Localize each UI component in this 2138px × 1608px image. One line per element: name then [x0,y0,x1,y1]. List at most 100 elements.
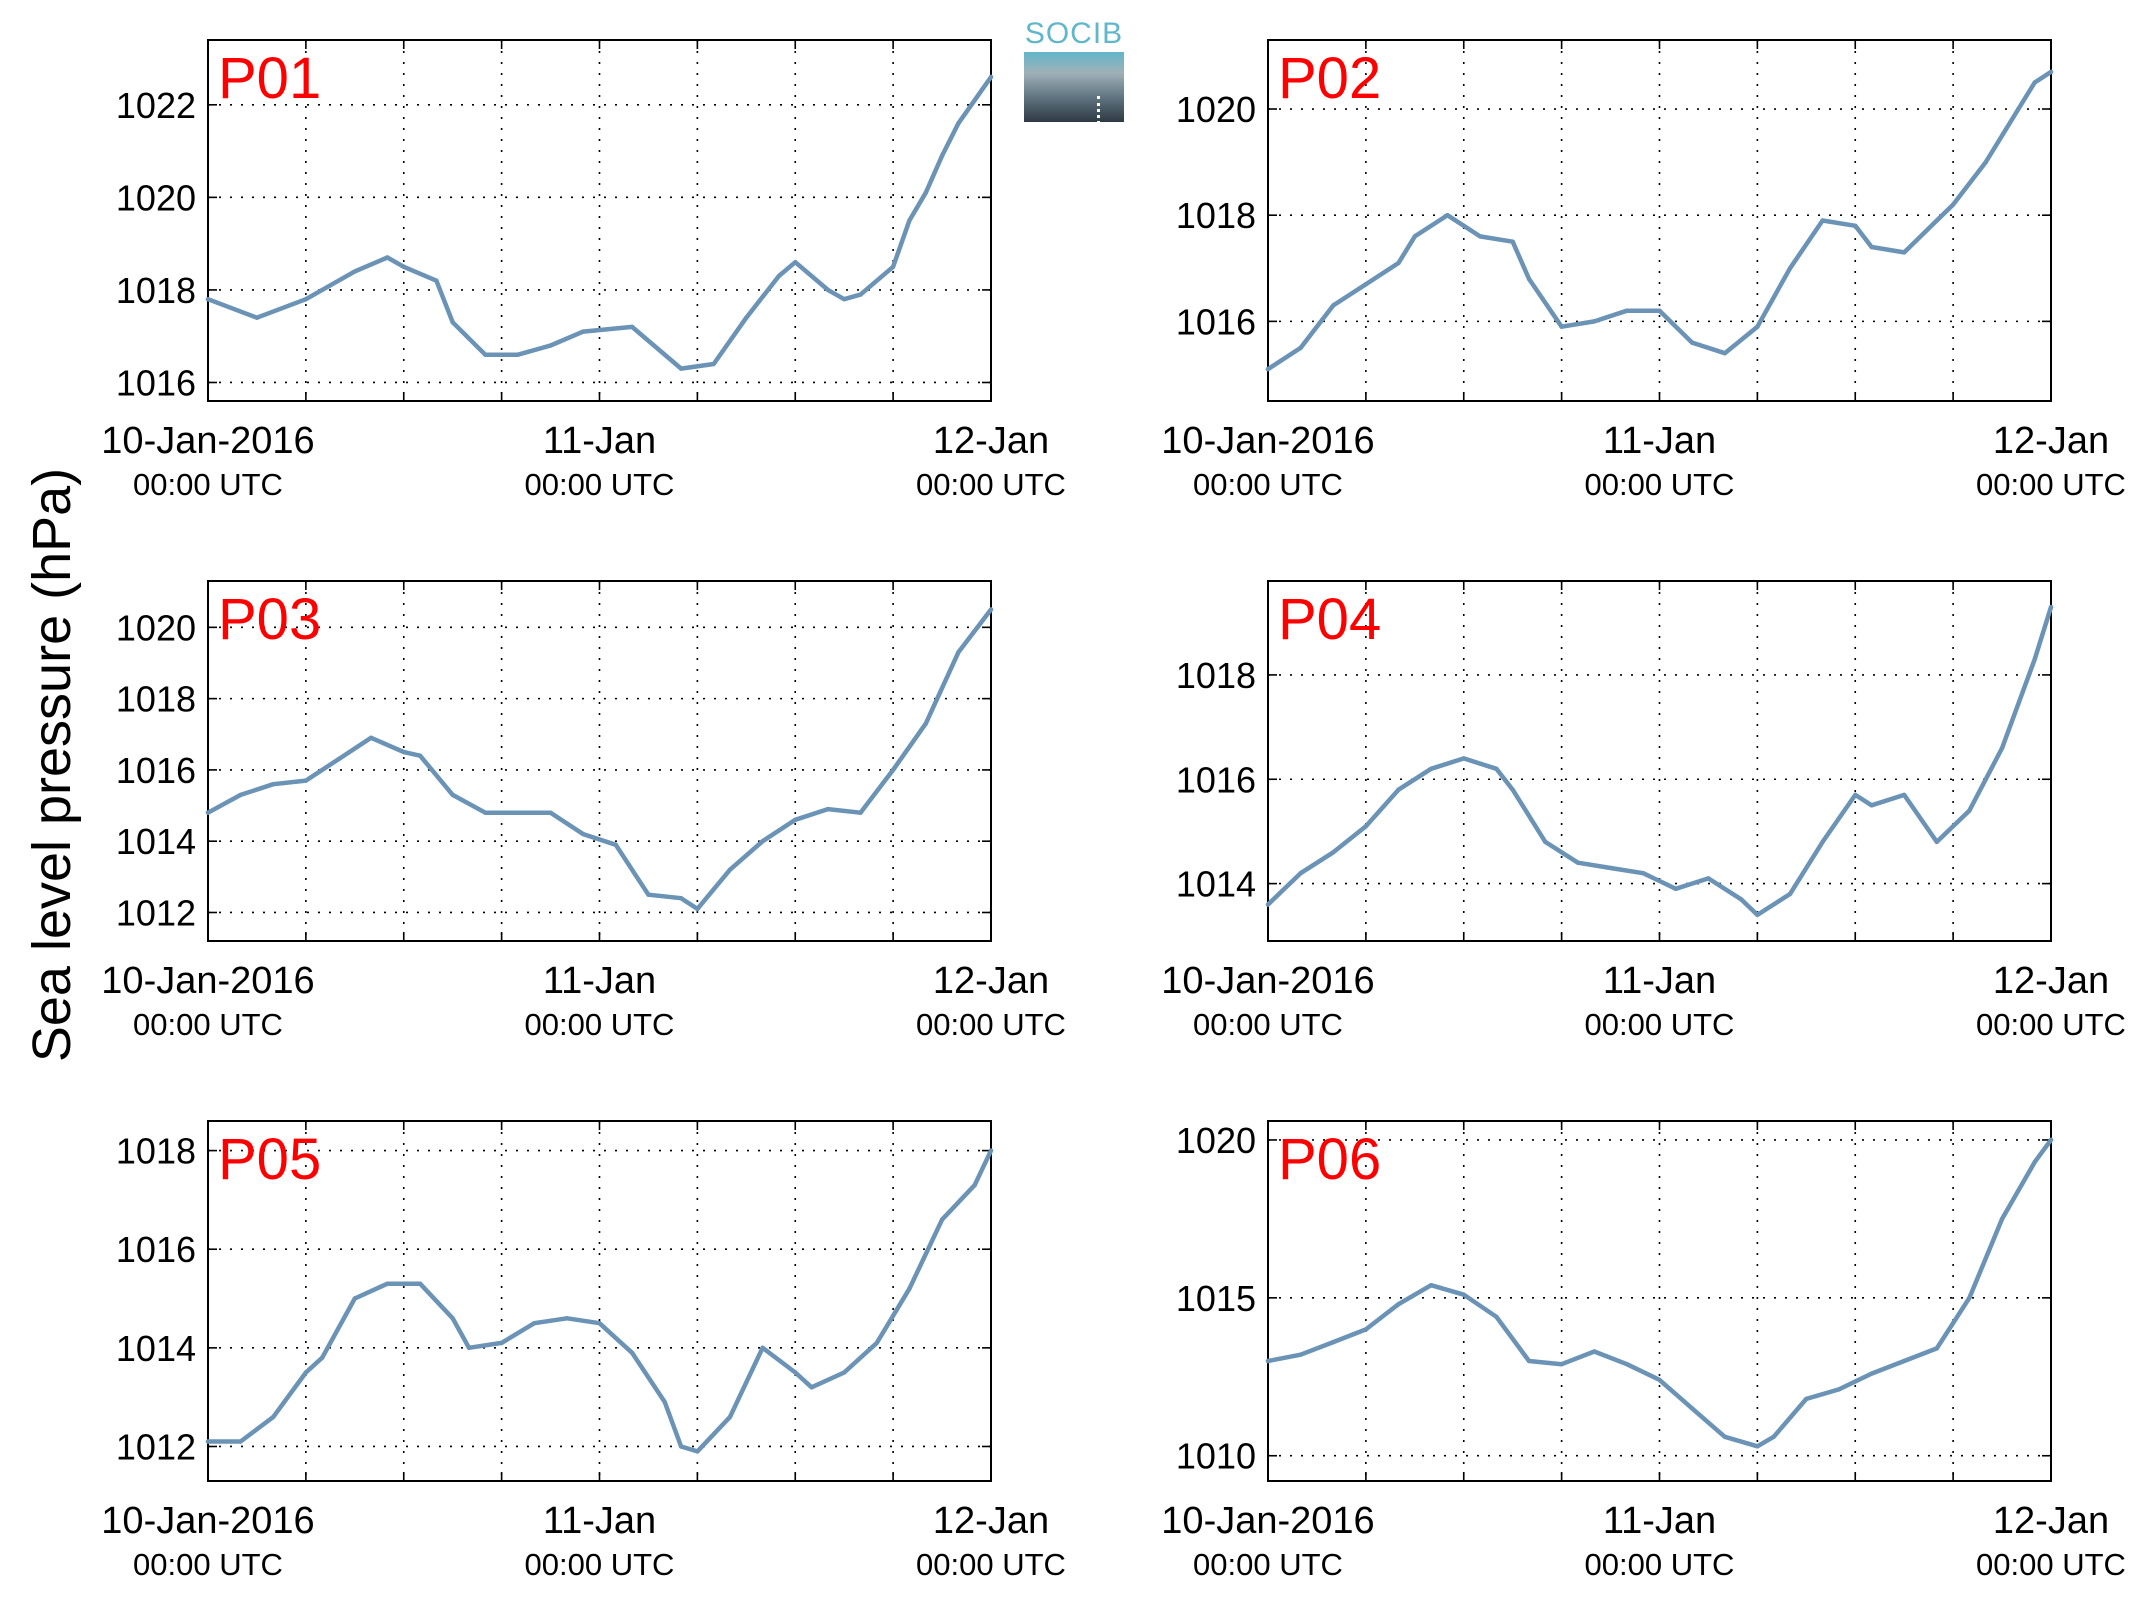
data-point [1510,787,1515,792]
panel-p05: 1012 1014 1016 1018 P05 10-Jan-2016 00:00 UTC 1… [101,1120,1066,1582]
data-point [1755,912,1760,918]
x-tick-label-time: 00:00 UTC [133,467,283,502]
y-tick-label: 1012 [116,1426,196,1467]
data-point [238,792,243,798]
data-point [1526,1358,1532,1364]
data-point [1494,766,1499,771]
data-point [1331,850,1336,855]
y-tick-label: 1018 [116,1131,196,1172]
socib-logo-graphic [1024,52,1124,136]
data-point [1608,865,1613,871]
data-point [303,1370,309,1375]
data-point [1396,260,1401,266]
y-tick-label: 1014 [116,1328,196,1369]
data-point [972,1182,977,1188]
data-point [1624,1362,1630,1367]
data-point [1755,1444,1760,1449]
data-point [1363,824,1369,829]
x-tick-label-time: 00:00 UTC [133,1007,283,1042]
x-tick-label-time: 00:00 UTC [1976,467,2126,502]
x-tick-label-time: 00:00 UTC [133,1547,283,1582]
data-point [515,352,521,357]
data-point [776,273,782,279]
data-point [450,1316,455,1321]
y-tick-label: 1016 [116,1229,196,1270]
data-point [956,121,961,126]
data-point [1722,1434,1728,1440]
data-point [1477,234,1483,239]
x-tick-label-time: 00:00 UTC [525,1007,675,1042]
data-point [1787,266,1793,271]
data-point [483,810,488,815]
data-point [1298,871,1303,876]
panel-p02: 1016 1018 1020 P02 10-Jan-2016 00:00 UTC 11-Ja… [1161,39,2126,502]
data-point [238,1439,243,1444]
data-point [401,264,406,269]
x-tick-label-time: 00:00 UTC [1585,1547,1735,1582]
axes-frame [1267,1120,2052,1482]
y-tick-label: 1014 [1176,864,1256,905]
panel-label-p03: P03 [218,587,321,652]
data-point [988,1148,994,1153]
data-point [760,1345,765,1351]
y-tick-label: 1018 [1176,195,1256,236]
x-tick-label-date: 12-Jan [1993,420,2109,462]
data-point [988,607,994,612]
data-point [695,906,700,912]
data-point [564,1316,570,1321]
figure-y-axis-label: Sea level pressure (hPa) [22,468,82,1062]
data-point [303,778,309,783]
axes-frame [207,580,992,942]
data-point [581,831,586,837]
data-point [2016,106,2021,112]
data-point [303,297,309,302]
data-point [1592,319,1597,324]
axes-frame [1267,39,2052,402]
y-tick-label: 1018 [1176,655,1256,696]
data-point [1934,839,1940,845]
axes-frame [207,1120,992,1482]
data-point [1853,223,1858,228]
data-point [1787,891,1793,897]
data-point [890,264,896,269]
socib-logo-text: SOCIB [1024,17,1124,50]
x-tick-label-date: 11-Jan [1603,1500,1716,1542]
data-point [1689,340,1695,345]
data-point [1331,1339,1336,1345]
x-tick-label-time: 00:00 UTC [1193,1007,1343,1042]
x-tick-label-time: 00:00 UTC [1976,1007,2126,1042]
data-point [874,1340,879,1346]
data-point [629,1350,635,1356]
y-tick-label: 1020 [116,607,196,648]
data-point [907,218,912,223]
data-point [890,767,896,773]
axes-frame [1267,580,2052,942]
panel-label-p05: P05 [218,1127,321,1192]
y-tick-label: 1016 [1176,301,1256,342]
data-point [385,255,390,260]
x-tick-label-date: 12-Jan [933,420,1049,462]
data-point [1804,1396,1809,1402]
data-point [205,810,211,815]
data-point [1934,218,1940,223]
data-point [842,297,847,302]
data-point [1950,202,1956,207]
data-point [450,792,455,798]
x-tick-label-time: 00:00 UTC [916,1007,1066,1042]
data-point [613,842,618,847]
data-point [662,1399,667,1405]
x-tick-label-time: 00:00 UTC [1585,467,1735,502]
data-point [1967,1295,1972,1301]
data-point [727,1414,733,1420]
data-point [1999,1216,2005,1222]
data-point [2048,604,2054,610]
x-tick-label-time: 00:00 UTC [525,467,675,502]
data-point [1934,1346,1940,1351]
data-point [1265,366,1271,372]
data-point [271,782,276,787]
axes-frame [207,39,992,402]
data-point [401,749,406,755]
data-point [1820,839,1825,845]
data-point [1641,871,1646,876]
